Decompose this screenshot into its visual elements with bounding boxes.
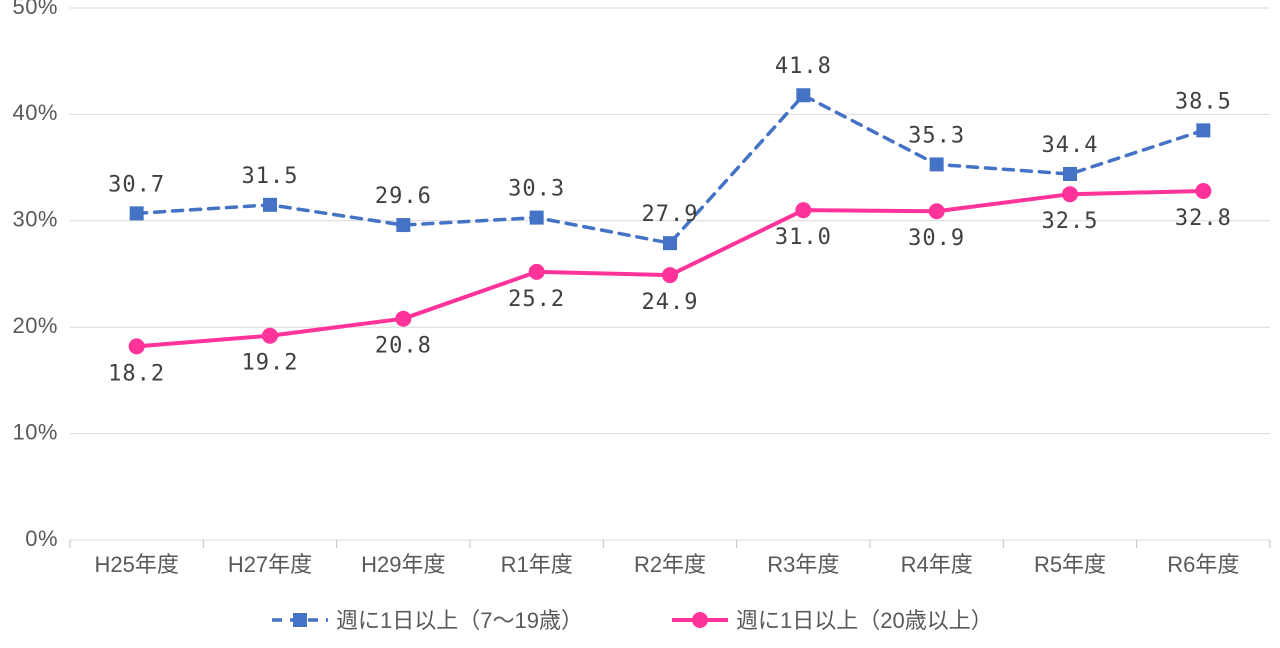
legend-item-youth: 週に1日以上（7～19歳）	[272, 608, 583, 633]
marker-adult	[929, 203, 945, 219]
data-label-adult: 32.5	[1042, 209, 1099, 234]
x-tick-label: R4年度	[901, 552, 973, 577]
data-label-adult: 31.0	[775, 225, 832, 250]
marker-adult	[1195, 183, 1211, 199]
y-tick-label: 10%	[12, 419, 58, 444]
data-label-youth: 30.7	[108, 172, 165, 197]
data-label-youth: 30.3	[508, 177, 565, 202]
data-label-youth: 34.4	[1042, 133, 1099, 158]
y-tick-label: 0%	[25, 526, 58, 551]
data-label-youth: 38.5	[1175, 89, 1232, 114]
x-tick-label: R3年度	[767, 552, 839, 577]
y-tick-label: 50%	[12, 0, 58, 19]
x-tick-label: H27年度	[228, 552, 312, 577]
data-label-adult: 18.2	[108, 361, 165, 386]
data-label-adult: 30.9	[908, 226, 965, 251]
x-tick-label: H25年度	[94, 552, 178, 577]
marker-youth	[796, 88, 810, 102]
x-tick-label: R2年度	[634, 552, 706, 577]
data-label-adult: 24.9	[642, 290, 699, 315]
data-label-youth: 29.6	[375, 184, 432, 209]
marker-adult	[529, 264, 545, 280]
marker-youth	[1196, 123, 1210, 137]
line-chart: 0% 10% 20% 30% 40% 50% H25年度 H27年度 H29年度 R1年度 R2年度…	[0, 0, 1280, 648]
marker-youth	[130, 206, 144, 220]
marker-youth	[1063, 167, 1077, 181]
data-label-youth: 35.3	[908, 123, 965, 148]
data-label-youth: 27.9	[642, 202, 699, 227]
y-tick-label: 30%	[12, 207, 58, 232]
marker-youth	[530, 211, 544, 225]
marker-adult	[795, 202, 811, 218]
marker-adult	[395, 311, 411, 327]
data-label-adult: 32.8	[1175, 206, 1232, 231]
y-tick-label: 20%	[12, 313, 58, 338]
legend-label: 週に1日以上（20歳以上）	[736, 608, 993, 633]
data-label-youth: 41.8	[775, 54, 832, 79]
marker-adult	[1062, 186, 1078, 202]
chart-svg: 0% 10% 20% 30% 40% 50% H25年度 H27年度 H29年度 R1年度 R2年度…	[0, 0, 1280, 648]
x-tick-label: R5年度	[1034, 552, 1106, 577]
data-label-adult: 20.8	[375, 334, 432, 359]
marker-youth	[663, 236, 677, 250]
marker-youth	[930, 157, 944, 171]
marker-youth	[263, 198, 277, 212]
data-label-youth: 31.5	[242, 164, 299, 189]
y-tick-label: 40%	[12, 100, 58, 125]
x-tick-label: R1年度	[501, 552, 573, 577]
marker-adult	[662, 267, 678, 283]
marker-youth	[396, 218, 410, 232]
x-tick-label: R6年度	[1167, 552, 1239, 577]
data-label-adult: 19.2	[242, 351, 299, 376]
marker-adult	[262, 328, 278, 344]
data-label-adult: 25.2	[508, 287, 565, 312]
legend-label: 週に1日以上（7～19歳）	[336, 608, 583, 633]
marker-adult	[129, 338, 145, 354]
legend-item-adult: 週に1日以上（20歳以上）	[672, 608, 993, 633]
x-tick-label: H29年度	[361, 552, 445, 577]
